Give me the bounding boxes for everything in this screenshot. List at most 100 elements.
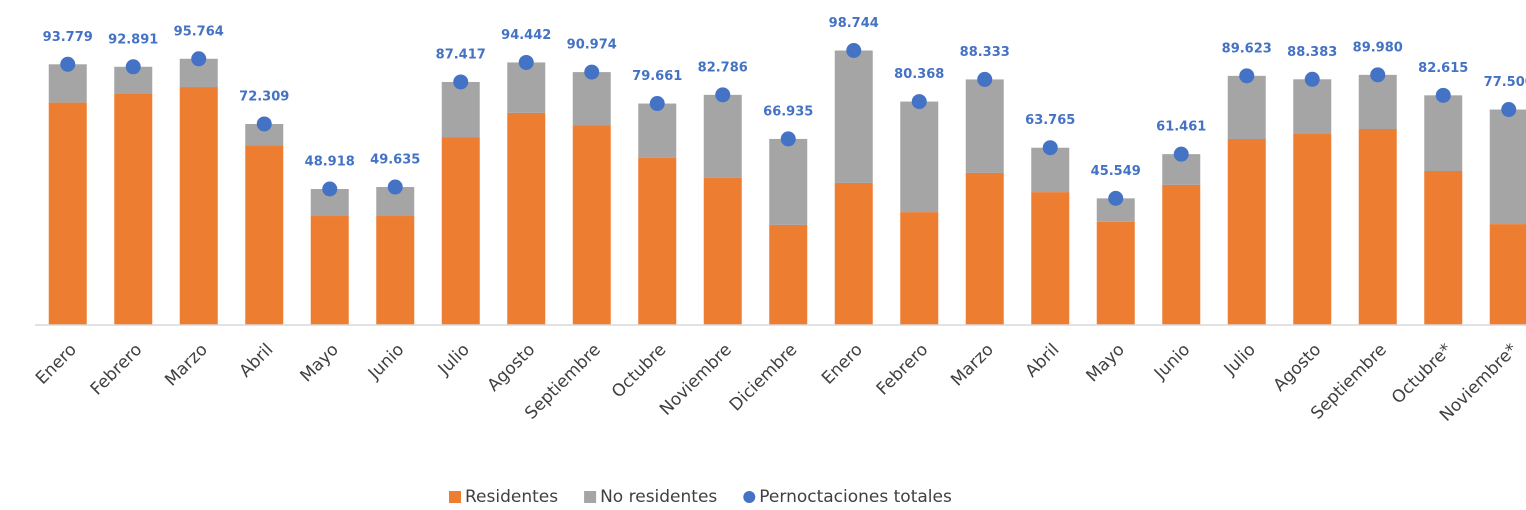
x-tick-label: Junio xyxy=(364,340,408,384)
x-tick-label: Enero xyxy=(818,340,867,389)
total-marker xyxy=(1108,190,1124,206)
bar-segment xyxy=(1489,224,1526,325)
bar-segment xyxy=(572,72,611,126)
bar-segment xyxy=(114,93,153,326)
data-label: 72.309 xyxy=(239,89,289,104)
total-marker xyxy=(846,42,862,58)
bar-segment xyxy=(441,81,480,138)
x-tick-label: Junio xyxy=(1150,340,1194,384)
data-label: 98.744 xyxy=(829,16,879,31)
x-tick-label: Abril xyxy=(1022,340,1064,382)
x-tick-label: Abril xyxy=(236,340,278,382)
total-marker xyxy=(1370,67,1386,83)
data-label: 93.779 xyxy=(43,30,93,45)
x-tick-label: Julio xyxy=(1220,340,1260,380)
total-marker xyxy=(256,116,272,132)
bar-segment xyxy=(1293,134,1332,325)
bar-segment xyxy=(703,94,742,178)
data-label: 48.918 xyxy=(305,155,355,170)
data-label: 89.623 xyxy=(1222,41,1272,56)
data-label: 82.786 xyxy=(698,60,748,75)
bar-segment xyxy=(179,87,218,325)
bar-segment xyxy=(900,101,939,213)
bar-segment xyxy=(245,145,284,325)
bar-segment xyxy=(769,224,808,325)
bar-segment xyxy=(376,216,415,325)
bar-segment xyxy=(1293,79,1332,135)
total-marker xyxy=(60,56,76,72)
x-tick-label: Octubre xyxy=(608,340,670,402)
total-marker xyxy=(1173,146,1189,162)
total-marker xyxy=(191,51,207,67)
data-label: 87.417 xyxy=(436,47,486,62)
bar-segment xyxy=(1424,170,1463,325)
data-label: 77.500 xyxy=(1484,75,1526,90)
data-label: 89.980 xyxy=(1353,40,1403,55)
bar-segment xyxy=(1227,139,1266,325)
x-tick-label: Octubre* xyxy=(1388,340,1456,408)
total-marker xyxy=(911,94,927,110)
total-marker xyxy=(125,59,141,75)
bar-segment xyxy=(965,79,1004,173)
total-marker xyxy=(1042,140,1058,156)
x-tick-label: Marzo xyxy=(947,340,997,390)
total-marker xyxy=(1435,87,1451,103)
total-marker xyxy=(387,179,403,195)
bar-segment xyxy=(48,102,87,325)
data-label: 95.764 xyxy=(174,24,224,39)
bar-segment xyxy=(1358,129,1397,325)
total-marker xyxy=(649,96,665,112)
bar-segment xyxy=(441,137,480,325)
total-marker xyxy=(322,181,338,197)
data-label: 66.935 xyxy=(763,104,813,119)
bar-segment xyxy=(1031,192,1070,325)
legend-swatch xyxy=(449,491,461,503)
bar-segment xyxy=(1489,109,1526,225)
data-label: 45.549 xyxy=(1091,164,1141,179)
legend-swatch xyxy=(743,491,756,503)
bar-segment xyxy=(900,212,939,325)
bar-segment xyxy=(834,182,873,325)
bar-segment xyxy=(1162,184,1201,325)
x-tick-label: Mayo xyxy=(296,340,342,386)
data-label: 88.383 xyxy=(1287,45,1337,60)
legend-label: Residentes xyxy=(465,487,558,507)
bar-segment xyxy=(703,177,742,325)
total-marker xyxy=(1501,102,1517,118)
data-label: 61.461 xyxy=(1156,120,1206,135)
legend-label: Pernoctaciones totales xyxy=(759,487,952,507)
legend-label: No residentes xyxy=(600,487,717,507)
total-marker xyxy=(584,64,600,80)
bar-segment xyxy=(1096,221,1135,325)
bar-segment xyxy=(1227,75,1266,140)
bar-segment xyxy=(1424,95,1463,171)
x-tick-label: Febrero xyxy=(873,340,933,400)
data-label: 90.974 xyxy=(567,38,617,53)
total-marker xyxy=(977,71,993,87)
total-marker xyxy=(715,87,731,103)
bar-segment xyxy=(834,50,873,183)
bar-segment xyxy=(965,172,1004,325)
data-label: 79.661 xyxy=(632,69,682,84)
total-marker xyxy=(518,54,534,70)
data-label: 94.442 xyxy=(501,28,551,43)
data-label: 49.635 xyxy=(370,153,420,168)
data-label: 92.891 xyxy=(108,32,158,47)
total-marker xyxy=(453,74,469,90)
data-label: 63.765 xyxy=(1025,113,1075,128)
x-tick-label: Agosto xyxy=(484,340,540,396)
total-marker xyxy=(780,131,796,147)
bar-segment xyxy=(1358,74,1397,130)
total-marker xyxy=(1304,71,1320,87)
x-tick-label: Enero xyxy=(32,340,81,389)
x-tick-label: Agosto xyxy=(1270,340,1326,396)
total-marker xyxy=(1239,68,1255,84)
bar-segment xyxy=(245,123,284,146)
bar-segment xyxy=(769,138,808,225)
bar-segment xyxy=(310,216,349,325)
data-label: 80.368 xyxy=(894,67,944,82)
bar-segment xyxy=(638,103,677,158)
data-label: 82.615 xyxy=(1418,61,1468,76)
x-tick-label: Marzo xyxy=(161,340,211,390)
